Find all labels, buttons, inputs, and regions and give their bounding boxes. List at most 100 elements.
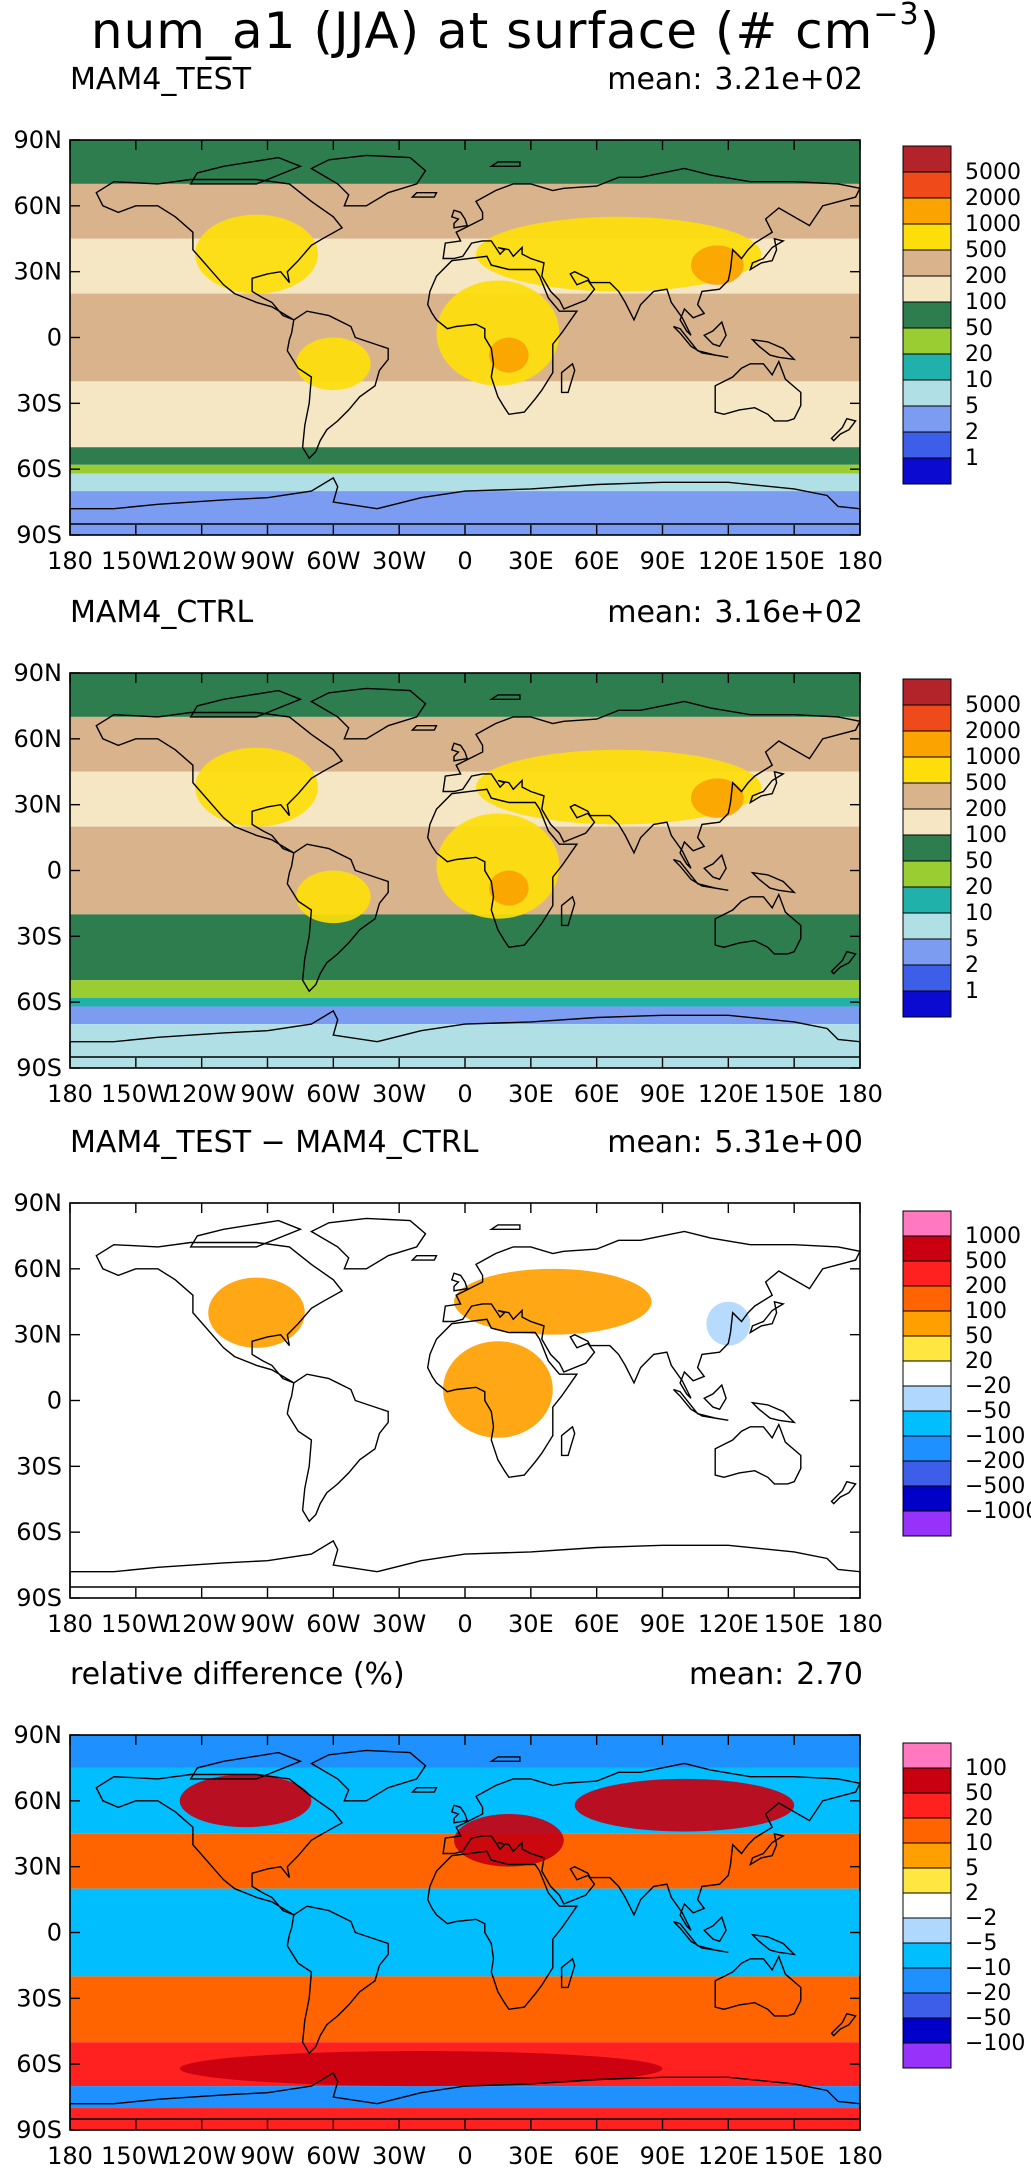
lat-band [70, 1006, 860, 1025]
coastline-s-america [286, 310, 389, 460]
colorbar-label: 100 [965, 1299, 1007, 1324]
colorbar-label: 2000 [965, 186, 1021, 211]
figure-title: num_a1 (JJA) at surface (# cm−3) [0, 0, 1031, 60]
x-tick-label: 150E [764, 547, 825, 575]
colorbar-label: 1000 [965, 1224, 1021, 1249]
x-tick-label: 150W [101, 2142, 171, 2170]
x-tick-label: 120W [167, 1610, 237, 1638]
colorbar-swatch [902, 782, 952, 810]
y-tick-label: 60N [14, 192, 63, 220]
region-n-america [208, 1277, 305, 1348]
colorbar-swatch [902, 1942, 952, 1969]
colorbar-label: 10 [965, 368, 993, 393]
x-tick-label: 180 [47, 547, 93, 575]
colorbar-label: 1 [965, 446, 979, 471]
colorbar-label: 50 [965, 316, 993, 341]
region-europe-asia [475, 216, 762, 292]
coastline-britain [450, 1804, 469, 1824]
colorbar-swatch [902, 1917, 952, 1944]
panel-reldiff: relative difference (%) mean: 2.70 180 150… [0, 1655, 1031, 2175]
x-tick-label: 150E [764, 2142, 825, 2170]
colorbar-label: −1000 [965, 1499, 1031, 1524]
x-tick-label: 90W [240, 1610, 294, 1638]
coastline-madagascar [560, 895, 576, 927]
y-tick-label: 0 [47, 1919, 62, 1947]
region-africa [436, 813, 560, 919]
x-tick-label: 90E [640, 547, 686, 575]
coastline-n-america [95, 178, 344, 321]
y-tick-label: 30N [14, 1321, 63, 1349]
x-tick-label: 30E [508, 1610, 554, 1638]
coastline-britain [450, 1272, 469, 1292]
region-canada [179, 1774, 312, 1828]
y-tick-label: 60N [14, 725, 63, 753]
coastline-new-zealand [830, 1480, 857, 1505]
coastlines [69, 154, 862, 525]
x-tick-label: 150W [101, 1080, 171, 1108]
x-tick-label: 60E [574, 1080, 620, 1108]
colorbar-swatch [902, 1360, 952, 1387]
colorbar-swatch [902, 912, 952, 940]
x-tick-label: 120W [167, 1080, 237, 1108]
colorbar-swatch [902, 379, 952, 407]
coastline-n-america [95, 1773, 344, 1916]
colorbar-label: 2000 [965, 719, 1021, 744]
colorbar-label: 1 [965, 979, 979, 1004]
mean-label: mean: [689, 1657, 785, 1692]
mean-value: 5.31e+00 [714, 1125, 863, 1160]
coastline-australia [714, 1422, 802, 1485]
mean-label: mean: [607, 1125, 703, 1160]
coastline-indonesia [673, 858, 729, 891]
x-tick-label: 30W [372, 1080, 426, 1108]
coastline-antarctica [69, 2071, 861, 2120]
region-africa [436, 280, 560, 386]
x-tick-label: 120W [167, 2142, 237, 2170]
coastline-indonesia [673, 325, 729, 358]
coastline-australia [714, 892, 802, 955]
y-tick-label: 30S [16, 389, 62, 417]
colorbar-label: −5 [965, 1931, 997, 1956]
region-china-core [691, 245, 744, 285]
y-tick-label: 60N [14, 1787, 63, 1815]
colorbar-label: 10 [965, 1831, 993, 1856]
colorbar-label: −10 [965, 1956, 1011, 1981]
coastline-greenland [309, 1749, 427, 1802]
colorbar-swatch [902, 1892, 952, 1919]
panel-ctrl: MAM4_CTRL mean: 3.16e+02 180 150W 120W 90W 60… [0, 593, 1031, 1113]
coastline-australia [714, 1954, 802, 2017]
colorbar-swatch [902, 886, 952, 914]
colorbar-label: 10 [965, 901, 993, 926]
colorbar-label: −500 [965, 1474, 1025, 1499]
x-tick-label: 90W [240, 547, 294, 575]
colorbar-swatch [902, 405, 952, 433]
colorbar-swatch [902, 171, 952, 199]
y-tick-label: 30N [14, 791, 63, 819]
colorbar-label: 5 [965, 394, 979, 419]
colorbar-label: 2 [965, 1881, 979, 1906]
coastline-s-america [286, 843, 389, 993]
coastline-svalbard [488, 161, 521, 168]
colorbar-swatch [902, 1967, 952, 1994]
coastline-borneo [703, 1383, 727, 1411]
coastline-s-america [286, 1905, 389, 2055]
lat-band [70, 997, 860, 1007]
mean-value: 3.21e+02 [714, 62, 863, 97]
x-tick-label: 30E [508, 2142, 554, 2170]
x-tick-label: 120W [167, 547, 237, 575]
lat-band [70, 1888, 860, 1977]
coastline-borneo [703, 1915, 727, 1943]
x-tick-label: 60W [306, 1610, 360, 1638]
x-tick-label: 0 [457, 1610, 472, 1638]
coastline-new-guinea [750, 1933, 797, 1956]
colorbar-swatch [902, 1385, 952, 1412]
x-tick-label: 180 [837, 547, 883, 575]
colorbar-swatch [902, 1460, 952, 1487]
x-tick-label: 180 [837, 1610, 883, 1638]
x-tick-label: 90E [640, 1080, 686, 1108]
colorbar-swatch [902, 301, 952, 329]
lat-band [70, 716, 860, 772]
coastline-australia [714, 359, 802, 422]
